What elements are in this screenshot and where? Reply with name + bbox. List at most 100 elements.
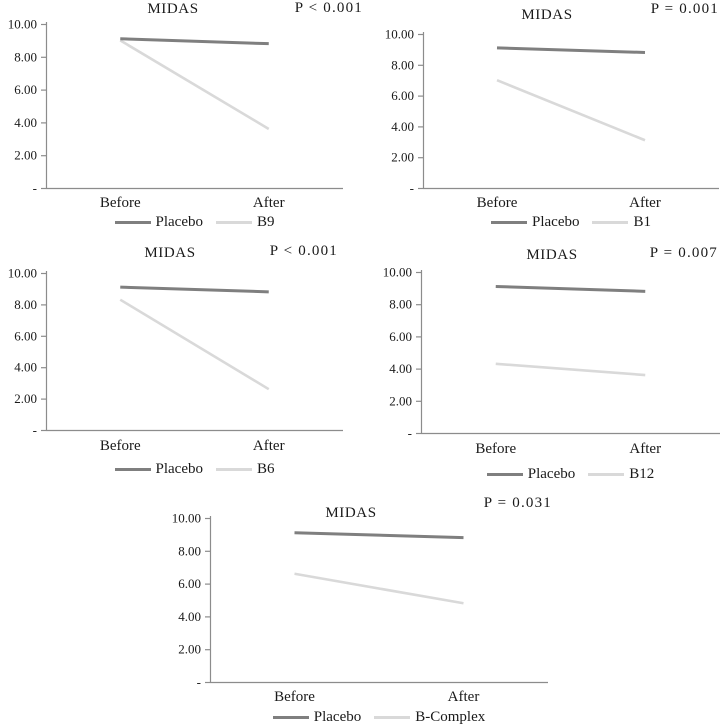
y-tick-label: 10.00 [8,17,37,32]
x-category-label: After [448,689,480,705]
line-plot: - 2.00 4.00 6.00 8.00 10.00 Before After [8,266,343,454]
chart-title: MIDAS [526,247,578,263]
series-line-b9 [119,39,270,131]
line-plot: - 2.00 4.00 6.00 8.00 10.00 Before After [385,27,719,211]
chart-title: MIDAS [521,7,573,23]
legend-label: Placebo [532,214,580,230]
legend-line-swatch-icon [272,716,309,719]
legend-line-swatch-icon [588,473,625,476]
legend-line-swatch-icon [374,716,411,719]
y-tick-label: 8.00 [14,49,37,64]
y-tick-label: 4.00 [391,119,414,134]
y-tick-label: 2.00 [14,148,37,163]
y-tick-label: 8.00 [178,543,201,558]
p-value-label: P < 0.001 [294,0,363,16]
x-category-label: Before [100,195,141,211]
chart-placebo-vs-b1: MIDAS P = 0.001 - 2.00 4.00 6.00 8.00 10.00 Be… [361,0,721,240]
x-category-label: After [253,438,285,454]
legend-item-treatment: B9 [215,214,275,231]
legend-line-swatch-icon [491,221,527,224]
legend-item-placebo: Placebo [114,461,203,478]
legend: Placebo B9 [46,214,343,231]
x-category-label: After [629,441,661,457]
p-value-label: P = 0.001 [650,1,719,17]
legend-line-swatch-icon [114,468,151,471]
series-line-placebo [120,285,269,294]
x-category-label: Before [477,195,518,211]
y-tick-label: 8.00 [14,297,37,312]
legend-label: B6 [256,461,275,477]
y-tick-label: 10.00 [383,265,412,280]
y-tick-label: 4.00 [14,360,37,375]
y-tick-label: - [33,423,37,438]
x-category-label: After [253,195,285,211]
legend: Placebo B6 [46,461,343,478]
series-line-placebo [495,284,646,293]
p-value-label: P = 0.007 [649,245,718,261]
y-tick-label: 6.00 [14,328,37,343]
legend-label: Placebo [155,461,203,477]
y-tick-label: 2.00 [391,150,414,165]
legend-label: B12 [629,466,655,482]
y-tick-label: 4.00 [389,361,412,376]
legend-line-swatch-icon [114,221,151,224]
y-tick-label: - [410,181,414,196]
legend-item-placebo: Placebo [491,214,579,231]
legend-item-treatment: B6 [215,461,275,478]
legend-line-swatch-icon [486,473,523,476]
chart-placebo-vs-b6: MIDAS P < 0.001 - 2.00 4.00 6.00 8.00 10.00 Be… [0,240,360,488]
x-category-label: Before [475,441,516,457]
series-line-placebo [120,37,269,46]
legend-item-placebo: Placebo [114,214,203,231]
series-line-b6 [119,298,270,391]
series-line-b12 [495,362,646,377]
y-tick-label: 8.00 [389,297,412,312]
chart-title: MIDAS [325,505,377,521]
legend-item-placebo: Placebo [272,709,362,726]
legend-item-treatment: B-Complex [374,709,485,726]
y-tick-label: - [33,181,37,196]
legend-label: B-Complex [415,709,486,725]
legend: Placebo B12 [421,466,720,483]
y-tick-label: 6.00 [391,88,414,103]
legend: Placebo B1 [423,214,719,231]
y-tick-label: - [197,675,201,690]
y-tick-label: 10.00 [172,511,201,526]
series-line-placebo [496,46,646,54]
chart-placebo-vs-b12: MIDAS P = 0.007 - 2.00 4.00 6.00 8.00 10.00 Be… [361,240,721,488]
series-line-placebo [294,531,464,540]
legend-label: B9 [256,214,275,230]
line-plot: - 2.00 4.00 6.00 8.00 10.00 Before After [172,511,548,705]
x-category-label: Before [100,438,141,454]
legend-line-swatch-icon [592,221,629,224]
line-plot: - 2.00 4.00 6.00 8.00 10.00 Before After [383,265,720,457]
y-tick-label: - [408,426,412,441]
y-tick-label: 2.00 [178,642,201,657]
legend-item-treatment: B1 [592,214,651,231]
legend-line-swatch-icon [215,221,252,224]
x-category-label: Before [274,689,315,705]
line-plot: - 2.00 4.00 6.00 8.00 10.00 Before After [8,17,343,211]
y-tick-label: 4.00 [14,115,37,130]
legend-label: Placebo [155,214,203,230]
chart-title: MIDAS [144,245,196,261]
y-tick-label: 4.00 [178,609,201,624]
legend-label: Placebo [527,466,576,482]
legend-item-placebo: Placebo [486,466,576,483]
x-category-label: After [629,195,661,211]
series-line-b1 [496,78,646,142]
series-line-b-complex [294,572,464,605]
chart-placebo-vs-b-complex: MIDAS P = 0.031 - 2.00 4.00 6.00 8.00 10.00 Be… [172,485,580,728]
chart-placebo-vs-b9: MIDAS P < 0.001 - 2.00 4.00 6.00 8.00 10.00 Be… [0,0,363,240]
y-tick-label: 6.00 [178,576,201,591]
p-value-label: P < 0.001 [269,243,338,259]
legend-label: Placebo [313,709,362,725]
y-tick-label: 6.00 [14,82,37,97]
legend-line-swatch-icon [215,468,252,471]
y-tick-label: 2.00 [389,393,412,408]
p-value-label: P = 0.031 [483,495,552,511]
y-tick-label: 6.00 [389,329,412,344]
y-tick-label: 2.00 [14,391,37,406]
legend: Placebo B-Complex [210,709,548,726]
